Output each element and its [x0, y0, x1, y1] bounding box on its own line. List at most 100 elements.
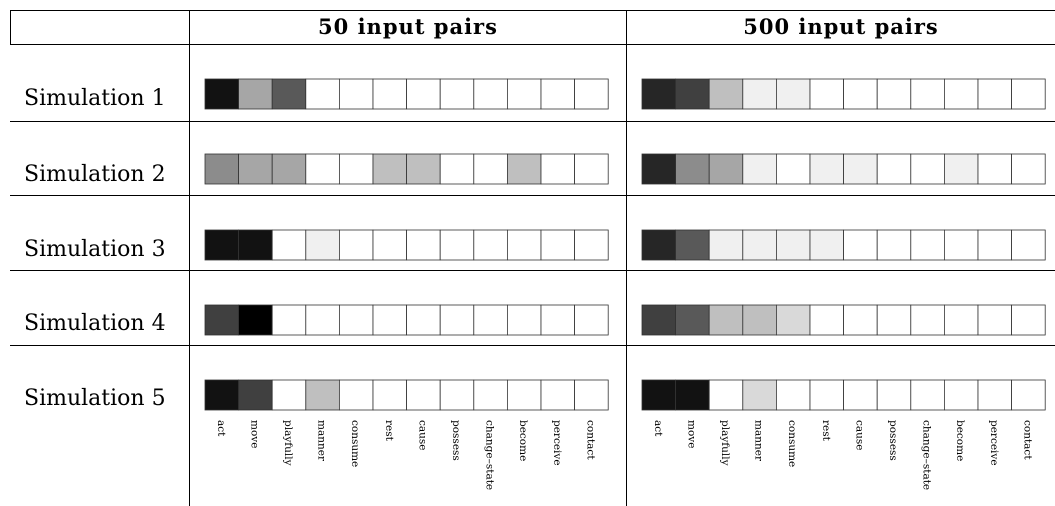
heatmap-cell [271, 78, 307, 110]
heatmap-cell [708, 78, 744, 110]
x-axis-label: move [685, 420, 697, 448]
heatmap-cell [876, 153, 912, 185]
heatmap-cell [574, 379, 609, 411]
column-header-500-pairs: 500 input pairs [743, 14, 939, 39]
heatmap-cell [776, 78, 811, 110]
heatmap-cell [876, 304, 912, 336]
row-label-simulation-5: Simulation 5 [24, 386, 166, 411]
x-axis-label: rest [383, 420, 395, 442]
heatmap-cell [675, 78, 710, 110]
row-label-simulation-4: Simulation 4 [24, 311, 166, 336]
heatmap-cell [540, 153, 575, 185]
heatmap-cell [439, 78, 475, 110]
column-divider [189, 10, 190, 506]
heatmap-cell [641, 229, 676, 261]
heatmap-cell [574, 78, 609, 110]
row-divider [10, 121, 1055, 122]
heatmap-cell [708, 304, 744, 336]
heatmap-cell [742, 379, 777, 411]
heatmap-cell [204, 304, 239, 336]
heatmap-cell [238, 379, 273, 411]
heatmap-cell [675, 379, 710, 411]
x-axis-label: become [954, 420, 966, 461]
heatmap-cell [742, 78, 777, 110]
heatmap-cell [910, 229, 945, 261]
heatmap-cell [641, 304, 676, 336]
x-axis-label: possess [450, 420, 462, 461]
heatmap-cell [1011, 153, 1046, 185]
heatmap-cell [675, 229, 710, 261]
heatmap-cell [372, 153, 407, 185]
heatmap-cell [305, 153, 340, 185]
heatmap-cell [809, 379, 844, 411]
heatmap-cell [876, 229, 912, 261]
heatmap-cell [540, 379, 575, 411]
heatmap-cell [506, 304, 542, 336]
x-axis-label: cause [416, 420, 428, 451]
heatmap-cell [540, 78, 575, 110]
heatmap-cell [876, 379, 912, 411]
heatmap-cell [372, 379, 407, 411]
heatmap-cell [977, 229, 1012, 261]
heatmap-cell [338, 379, 374, 411]
heatmap-cell [406, 229, 441, 261]
heatmap-cell [238, 304, 273, 336]
heatmap-cell [406, 78, 441, 110]
heatmap-cell [305, 304, 340, 336]
heatmap-cell [372, 304, 407, 336]
table-top-border [10, 10, 1055, 11]
heatmap-cell [338, 304, 374, 336]
heatmap-cell [843, 379, 878, 411]
x-axis-label: act [215, 420, 227, 437]
heatmap-cell [809, 78, 844, 110]
heatmap-cell [338, 78, 374, 110]
heatmap-cell [641, 153, 676, 185]
x-axis-label: playfully [719, 420, 731, 466]
heatmap-cell [843, 229, 878, 261]
heatmap-cell [439, 304, 475, 336]
heatmap-cell [406, 304, 441, 336]
heatmap-cell [708, 153, 744, 185]
heatmap-cell [977, 78, 1012, 110]
heatmap-cell [305, 229, 340, 261]
x-axis-label: cause [853, 420, 865, 451]
heatmap-cell [238, 153, 273, 185]
heatmap-cell [843, 153, 878, 185]
heatmap-cell [305, 379, 340, 411]
heatmap-cell [708, 379, 744, 411]
heatmap-cell [271, 304, 307, 336]
x-axis-label: consume [786, 420, 798, 467]
x-axis-label: manner [316, 420, 328, 462]
heatmap-cell [540, 304, 575, 336]
x-axis-label: perceive [988, 420, 1000, 466]
heatmap-cell [944, 153, 979, 185]
heatmap-cell [910, 304, 945, 336]
heatmap-cell [271, 153, 307, 185]
heatmap-cell [271, 379, 307, 411]
heatmap-cell [742, 229, 777, 261]
row-label-simulation-1: Simulation 1 [24, 86, 166, 111]
heatmap-cell [473, 153, 508, 185]
heatmap-cell [439, 379, 475, 411]
heatmap-cell [944, 229, 979, 261]
heatmap-cell [506, 153, 542, 185]
heatmap-cell [204, 153, 239, 185]
heatmap-cell [406, 379, 441, 411]
heatmap-cell [809, 229, 844, 261]
heatmap-cell [843, 304, 878, 336]
heatmap-cell [473, 379, 508, 411]
x-axis-label: change–state [921, 420, 933, 490]
heatmap-cell [338, 153, 374, 185]
heatmap-cell [1011, 229, 1046, 261]
x-axis-label: act [652, 420, 664, 437]
heatmap-cell [944, 304, 979, 336]
heatmap-cell [372, 78, 407, 110]
heatmap-cell [204, 379, 239, 411]
heatmap-cell [204, 229, 239, 261]
row-divider [10, 270, 1055, 271]
heatmap-cell [1011, 78, 1046, 110]
heatmap-cell [876, 78, 912, 110]
heatmap-cell [506, 229, 542, 261]
